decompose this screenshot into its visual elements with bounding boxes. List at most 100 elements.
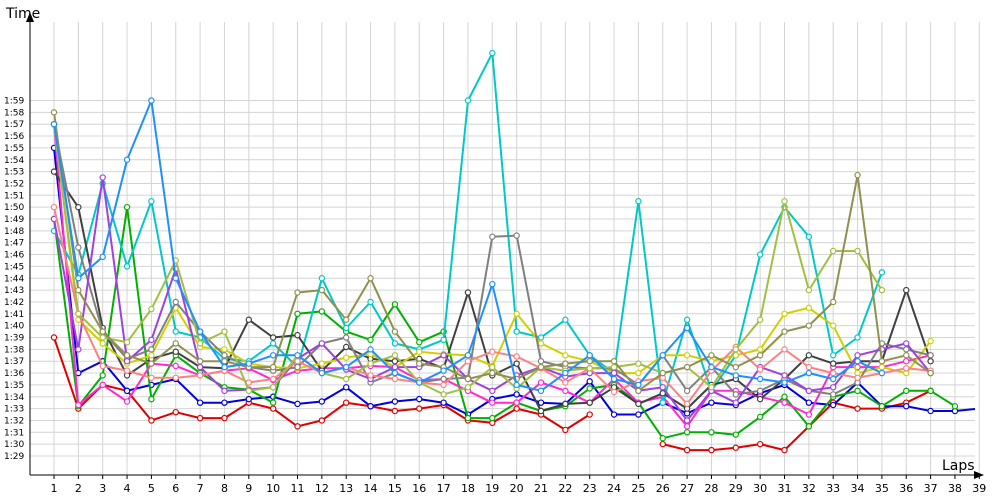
data-point [513, 310, 520, 317]
data-point [635, 387, 642, 395]
y-tick-label: 1:46 [4, 251, 24, 261]
data-point [659, 399, 666, 406]
x-tick-label: 29 [729, 482, 743, 495]
data-point [635, 198, 642, 205]
data-point [99, 372, 106, 379]
data-point [464, 352, 472, 359]
data-point [683, 417, 691, 424]
data-point [367, 403, 374, 410]
data-point [610, 388, 618, 396]
data-point [854, 374, 861, 381]
data-point [732, 363, 740, 371]
data-point [391, 363, 399, 371]
series-13 [50, 97, 886, 395]
data-point [391, 407, 399, 415]
y-tick-label: 1:36 [4, 369, 24, 379]
data-point [537, 358, 545, 365]
data-point [440, 375, 447, 383]
data-point [464, 414, 472, 422]
data-point [903, 286, 910, 294]
data-point [903, 358, 910, 365]
data-point [416, 379, 423, 386]
data-point [927, 387, 934, 395]
data-point [75, 244, 82, 251]
data-point [683, 446, 691, 454]
x-tick-label: 4 [124, 482, 131, 495]
data-point [343, 384, 350, 391]
data-point [513, 232, 520, 239]
data-point [196, 372, 204, 379]
y-axis-title: Time [5, 6, 40, 22]
x-tick-label: 21 [534, 482, 548, 495]
data-point [99, 174, 106, 181]
data-point [854, 352, 861, 359]
data-point [343, 334, 350, 341]
data-point [196, 340, 204, 347]
data-point [756, 395, 764, 403]
data-point [708, 363, 715, 371]
data-point [367, 336, 374, 344]
data-point [610, 375, 618, 383]
data-point [903, 346, 910, 353]
x-tick-label: 22 [558, 482, 572, 495]
data-point [659, 435, 666, 442]
x-tick-label: 12 [315, 482, 329, 495]
data-point [99, 253, 106, 261]
data-point [830, 369, 837, 377]
data-point [489, 363, 496, 371]
data-point [756, 251, 764, 258]
y-tick-label: 1:43 [4, 286, 24, 296]
series-2 [50, 144, 975, 418]
y-tick-label: 1:30 [4, 440, 24, 450]
series-3 [50, 203, 959, 442]
data-point [343, 399, 350, 406]
data-point [683, 352, 691, 359]
x-axis-arrow-icon [974, 471, 984, 479]
data-point [805, 411, 813, 418]
data-point [148, 346, 155, 353]
data-point [781, 446, 788, 454]
data-point [805, 233, 813, 240]
data-point [50, 120, 58, 128]
data-point [732, 399, 740, 406]
data-point [123, 156, 131, 163]
data-point [610, 411, 618, 418]
x-tick-label: 20 [510, 482, 524, 495]
data-point [562, 369, 569, 377]
data-point [903, 365, 910, 372]
x-tick-label: 14 [364, 482, 378, 495]
data-point [269, 352, 277, 359]
data-point [318, 308, 326, 315]
data-point [805, 363, 813, 371]
data-point [245, 316, 252, 323]
x-tick-label: 30 [753, 482, 767, 495]
data-point [635, 411, 642, 418]
data-point [391, 301, 399, 308]
data-point [489, 387, 496, 395]
y-tick-label: 1:52 [4, 179, 24, 189]
data-point [537, 399, 545, 406]
data-point [172, 328, 179, 335]
data-point [416, 348, 423, 355]
data-point [123, 203, 131, 211]
data-point [75, 310, 82, 317]
data-point [830, 401, 837, 409]
data-point [123, 339, 131, 346]
data-point [75, 286, 82, 294]
data-point [903, 340, 910, 347]
data-point [489, 280, 496, 288]
data-point [805, 399, 813, 406]
data-point [221, 399, 228, 406]
data-point [294, 363, 301, 371]
data-point [440, 381, 447, 389]
data-point [464, 384, 472, 391]
data-point [562, 387, 569, 395]
y-tick-label: 1:55 [4, 144, 24, 154]
data-point [245, 360, 252, 367]
data-point [440, 367, 447, 374]
data-point [878, 358, 886, 365]
data-point [659, 389, 666, 397]
data-point [294, 423, 301, 430]
data-point [489, 399, 496, 406]
